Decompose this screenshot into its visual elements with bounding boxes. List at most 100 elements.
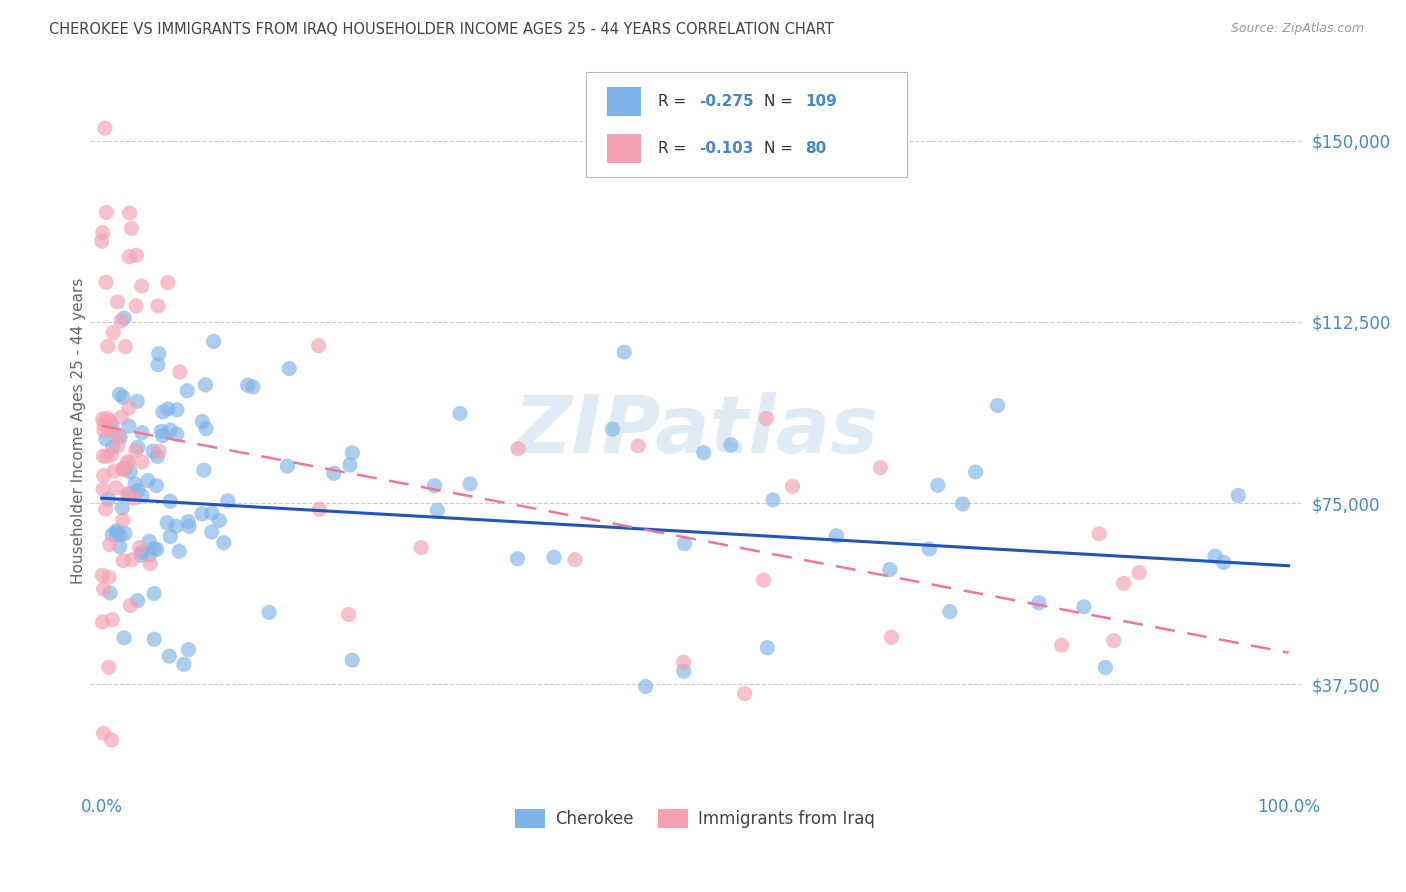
Point [107, 439, 129, 453]
Point [127, 483, 149, 498]
Point [169, 365, 191, 379]
Point [136, 474, 159, 488]
Text: 109: 109 [806, 94, 837, 109]
Point [110, 430, 132, 444]
Point [927, 478, 949, 492]
Point [166, 427, 188, 442]
Point [115, 455, 138, 469]
Point [101, 418, 124, 433]
Point [673, 536, 696, 550]
Point [458, 476, 481, 491]
Point [121, 221, 143, 235]
Point [672, 664, 695, 678]
Point [1128, 566, 1150, 580]
Point [108, 528, 131, 542]
Point [97, 660, 120, 674]
Point [93, 582, 115, 597]
Point [118, 250, 141, 264]
Point [177, 515, 200, 529]
Point [131, 489, 153, 503]
Point [105, 524, 128, 538]
Point [159, 494, 181, 508]
Point [145, 542, 167, 557]
Point [506, 551, 529, 566]
Point [782, 479, 804, 493]
Point [191, 507, 214, 521]
Point [308, 502, 330, 516]
Point [918, 541, 941, 556]
Point [613, 345, 636, 359]
Point [1094, 660, 1116, 674]
Point [191, 415, 214, 429]
Point [146, 299, 169, 313]
Point [217, 493, 239, 508]
Point [150, 425, 173, 439]
Text: CHEROKEE VS IMMIGRANTS FROM IRAQ HOUSEHOLDER INCOME AGES 25 - 44 YEARS CORRELATI: CHEROKEE VS IMMIGRANTS FROM IRAQ HOUSEHO… [49, 22, 834, 37]
Point [142, 444, 165, 458]
Point [1088, 526, 1111, 541]
Point [193, 463, 215, 477]
Point [96, 411, 118, 425]
Point [308, 339, 330, 353]
Point [90, 234, 112, 248]
Point [94, 275, 117, 289]
Point [111, 461, 134, 475]
Point [201, 524, 224, 539]
Point [1073, 599, 1095, 614]
Point [159, 423, 181, 437]
Point [156, 276, 179, 290]
Point [278, 361, 301, 376]
Text: R =: R = [658, 141, 690, 156]
Point [755, 411, 778, 425]
Point [693, 446, 716, 460]
Point [112, 554, 135, 568]
Point [98, 537, 121, 551]
Point [131, 425, 153, 440]
Text: ZIPatlas: ZIPatlas [513, 392, 877, 469]
Point [176, 384, 198, 398]
Point [93, 417, 115, 432]
Point [426, 503, 449, 517]
Bar [607, 87, 641, 116]
Point [157, 649, 180, 664]
Point [879, 563, 901, 577]
Point [156, 516, 179, 530]
Point [107, 295, 129, 310]
Point [93, 726, 115, 740]
Point [602, 422, 624, 436]
Point [409, 541, 432, 555]
Point [342, 446, 364, 460]
Point [100, 733, 122, 747]
Point [118, 401, 141, 415]
Bar [607, 134, 641, 162]
Point [276, 459, 298, 474]
Point [94, 432, 117, 446]
Point [734, 687, 756, 701]
Point [107, 428, 129, 442]
Point [110, 410, 132, 425]
Point [121, 552, 143, 566]
Point [111, 513, 134, 527]
Point [173, 657, 195, 672]
Point [128, 541, 150, 555]
Point [880, 630, 903, 644]
Point [118, 487, 141, 501]
Point [720, 438, 742, 452]
Point [138, 548, 160, 562]
Point [1028, 596, 1050, 610]
Point [105, 525, 128, 540]
Point [1102, 633, 1125, 648]
Point [125, 299, 148, 313]
Point [242, 380, 264, 394]
Point [110, 314, 132, 328]
Point [127, 593, 149, 607]
Point [114, 461, 136, 475]
Point [322, 467, 344, 481]
Point [96, 450, 118, 464]
Point [202, 334, 225, 349]
Point [342, 653, 364, 667]
FancyBboxPatch shape [586, 72, 907, 178]
Text: R =: R = [658, 94, 690, 109]
Point [112, 631, 135, 645]
Point [131, 279, 153, 293]
